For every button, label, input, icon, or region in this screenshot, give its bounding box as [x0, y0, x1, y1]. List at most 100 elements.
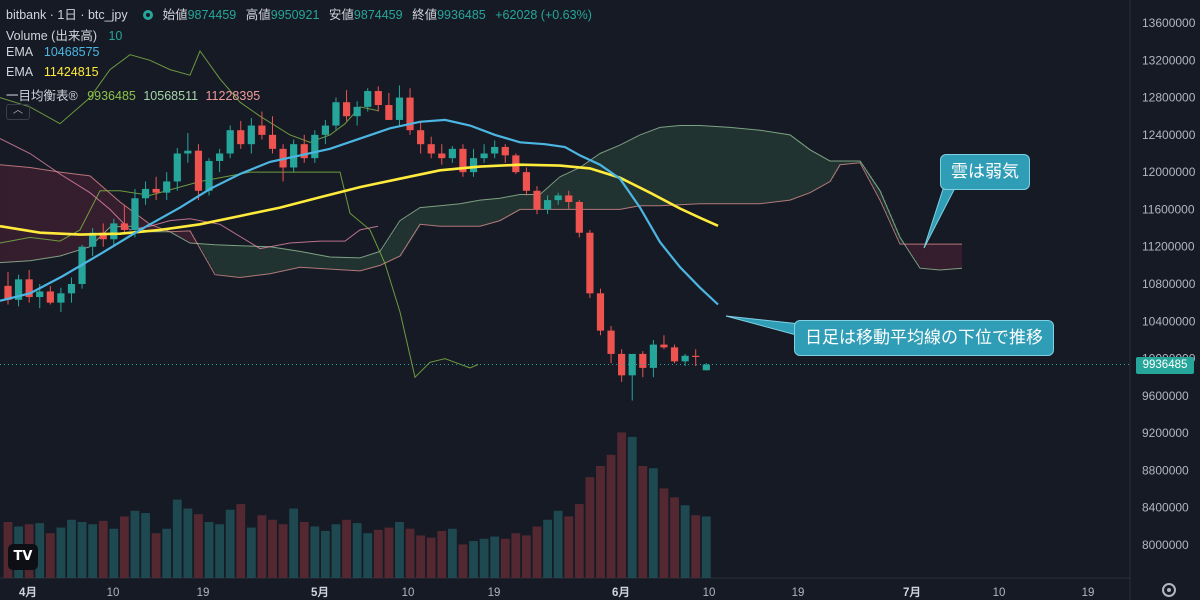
ichimoku-cloud-slice [446, 205, 449, 227]
volume-bar [680, 505, 690, 578]
ichimoku-cloud-slice [12, 165, 15, 262]
y-tick-label: 10400000 [1142, 314, 1196, 328]
open-value: 9874459 [187, 8, 237, 22]
ichimoku-cloud-slice [622, 144, 625, 210]
ichimoku-cloud-slice [702, 125, 705, 204]
ichimoku-cloud-slice [690, 125, 693, 205]
ichimoku-cloud-slice [742, 128, 745, 204]
candle-body [448, 148, 456, 159]
ichimoku-cloud-slice [64, 172, 67, 255]
volume-bar [447, 528, 457, 578]
ichimoku-cloud-slice [670, 126, 673, 206]
candle-body [67, 284, 76, 294]
ichimoku-cloud-slice [390, 235, 393, 261]
ichimoku-cloud-slice [666, 126, 669, 206]
ichimoku-cloud-slice [932, 244, 935, 270]
candle-body [670, 347, 679, 362]
candle-body [491, 146, 499, 154]
ichimoku-cloud-slice [264, 246, 267, 275]
ichimoku-cloud-slice [346, 257, 349, 271]
legend-ema-short[interactable]: EMA 10468575 [6, 45, 100, 59]
volume-bar [236, 504, 246, 578]
ichimoku-cloud-slice [154, 225, 157, 232]
ichimoku-cloud-slice [24, 166, 27, 262]
legend-volume[interactable]: Volume (出来高) 10 [6, 25, 122, 44]
volume-bar [585, 477, 595, 578]
ema-long-line [0, 163, 719, 236]
ichimoku-cloud-slice [684, 125, 687, 205]
ichimoku-cloud-slice [302, 251, 305, 268]
callout-below-moving-average: 日足は移動平均線の下位で推移 [794, 320, 1054, 356]
ichimoku-cloud-slice [20, 166, 23, 262]
tradingview-logo[interactable]: TV [8, 544, 38, 570]
ichimoku-cloud-slice [508, 196, 511, 217]
gear-icon[interactable] [1162, 583, 1176, 597]
ichimoku-cloud-slice [114, 196, 117, 228]
ichimoku-cloud-slice [464, 203, 467, 227]
legend-ichimoku[interactable]: 一目均衡表® 9936485 10568511 11228395 [6, 85, 260, 104]
legend-ichimoku-name: 一目均衡表® [6, 89, 78, 103]
ichimoku-cloud-slice [58, 171, 61, 257]
ichimoku-cloud-slice [944, 244, 947, 270]
ichimoku-cloud-slice [318, 254, 321, 269]
ichimoku-cloud-slice [270, 246, 273, 274]
ichimoku-cloud-slice [858, 160, 861, 164]
ichimoku-cloud-slice [396, 226, 399, 258]
candle-body [46, 291, 54, 303]
ichimoku-cloud-slice [336, 257, 339, 270]
candle-body [173, 153, 181, 182]
ichimoku-cloud-slice [426, 207, 429, 226]
ichimoku-cloud-slice [714, 126, 717, 204]
ichimoku-cloud-slice [582, 166, 585, 210]
ema-short-line [0, 118, 719, 306]
ichimoku-cloud-slice [500, 198, 503, 221]
volume-bar [416, 535, 426, 578]
ichimoku-cloud-slice [516, 195, 519, 212]
volume-bar [172, 499, 182, 578]
ichimoku-cloud-slice [42, 169, 45, 259]
y-tick-label: 8400000 [1142, 501, 1189, 515]
ichimoku-cloud-slice [222, 245, 225, 276]
ichimoku-cloud-slice [232, 245, 235, 277]
candle-body [141, 188, 150, 199]
ichimoku-cloud-slice [720, 126, 723, 204]
ichimoku-cloud-slice [372, 253, 375, 268]
legend-ema-long[interactable]: EMA 11424815 [6, 65, 99, 79]
candle-body [480, 153, 488, 159]
ichimoku-cloud-slice [798, 140, 801, 198]
ichimoku-cloud-slice [438, 205, 441, 227]
ichimoku-cloud-slice [216, 244, 219, 275]
candle-body [226, 130, 234, 154]
volume-bar [500, 538, 510, 578]
ichimoku-cloud-slice [814, 152, 817, 191]
volume-bar [553, 510, 563, 578]
ichimoku-cloud-slice [400, 220, 403, 257]
ichimoku-cloud-slice [340, 257, 343, 270]
ichimoku-cloud-slice [750, 129, 753, 204]
ichimoku-cloud-slice [28, 167, 31, 261]
ichimoku-cloud-slice [276, 247, 279, 273]
ichimoku-cloud-slice [6, 165, 9, 263]
y-tick-label: 12400000 [1142, 128, 1196, 142]
volume-bar [522, 535, 531, 578]
ichimoku-cloud-slice [820, 155, 823, 188]
ichimoku-cloud-slice [348, 257, 351, 271]
ichimoku-cloud-slice [672, 126, 675, 206]
ichimoku-cloud-slice [754, 129, 757, 204]
ichimoku-cloud-slice [492, 198, 495, 223]
y-tick-label: 11200000 [1142, 240, 1195, 254]
ichimoku-cloud-slice [214, 244, 217, 274]
chevron-up-icon[interactable]: ︿ [6, 104, 30, 120]
ichimoku-cloud-slice [628, 141, 631, 209]
ichimoku-cloud-slice [540, 194, 543, 210]
ichimoku-cloud-slice [780, 133, 783, 202]
candle-body [596, 293, 605, 331]
symbol-title[interactable]: bitbank · 1日 · btc_jpy [6, 8, 128, 22]
ichimoku-cloud-slice [328, 256, 331, 270]
ichimoku-cloud-slice [942, 244, 945, 270]
volume-bar [130, 510, 140, 578]
ichimoku-cloud-slice [594, 157, 597, 210]
ichimoku-cloud-slice [510, 196, 513, 216]
